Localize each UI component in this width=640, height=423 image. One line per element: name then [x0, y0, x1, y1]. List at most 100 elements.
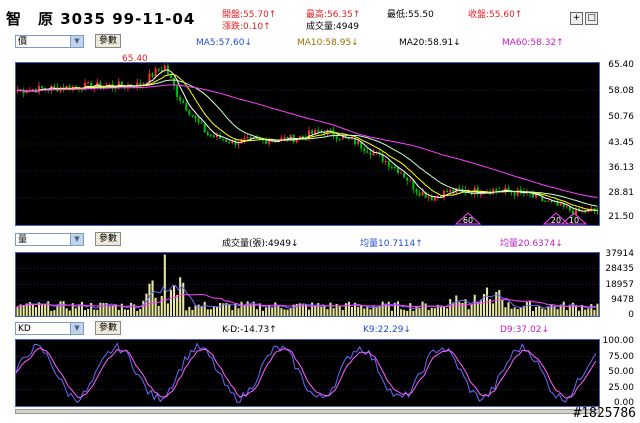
- volume-bar: [28, 301, 31, 316]
- volume-bar: [136, 310, 139, 316]
- kd-line: [16, 342, 597, 404]
- candle-body: [357, 141, 360, 145]
- indicator-select[interactable]: KD ▼: [15, 322, 84, 335]
- kd-axis-label: 75.00: [608, 352, 634, 362]
- restore-icon[interactable]: □: [585, 12, 598, 25]
- candle-body: [323, 131, 326, 134]
- volume-bar: [562, 301, 565, 316]
- candle-body: [84, 82, 87, 91]
- kd-line: [16, 347, 597, 399]
- volume-axis-label: 9478: [611, 295, 634, 305]
- volume-bar: [335, 303, 338, 316]
- volume-bar: [191, 309, 194, 316]
- volume-bar: [114, 304, 117, 316]
- candle-body: [295, 138, 298, 143]
- chart-scrollbar[interactable]: [15, 409, 600, 414]
- volume-bar: [400, 309, 403, 316]
- volume-bar: [596, 303, 599, 316]
- volume-bar: [237, 308, 240, 316]
- volume-bar: [194, 305, 197, 316]
- volume-bar: [531, 310, 535, 316]
- volume-bar: [84, 310, 87, 316]
- candle-body: [246, 137, 249, 139]
- volume-axis-label: 18957: [605, 280, 634, 290]
- volume-bar: [473, 294, 476, 316]
- price-chart: 60 20 10: [15, 62, 600, 226]
- candle-body: [571, 210, 574, 215]
- volume-bar: [519, 307, 522, 316]
- candle-body: [452, 189, 455, 193]
- stock-title: 智 原 3035 99-11-04: [6, 10, 196, 28]
- volume-bar: [538, 305, 541, 316]
- candle-body: [350, 137, 353, 139]
- volume-bar: [424, 303, 427, 316]
- period-marker-icon: [560, 212, 588, 225]
- volume-bar: [458, 302, 461, 316]
- period-marker-label: 20: [551, 216, 561, 225]
- volume-bar: [525, 301, 528, 316]
- price-type-select[interactable]: 價 ▼: [15, 35, 84, 48]
- volume-bar: [584, 309, 587, 316]
- volume-bar: [501, 299, 504, 316]
- candle-body: [596, 210, 599, 212]
- kd-param-button[interactable]: 參數: [95, 321, 121, 335]
- candle-body: [148, 73, 151, 84]
- candle-body: [412, 180, 415, 190]
- volume-bar: [215, 306, 219, 316]
- volume-bar: [19, 304, 22, 316]
- candle-body: [215, 134, 218, 137]
- volume-bar: [510, 308, 513, 316]
- volume-bar: [528, 301, 531, 316]
- candle-body: [200, 122, 203, 124]
- kd-chart: [15, 339, 600, 407]
- volume-bar: [323, 305, 326, 316]
- volume-bar: [160, 296, 163, 316]
- volume-average-line: [16, 285, 596, 310]
- price-axis-label: 21.50: [608, 212, 634, 222]
- volume-bar: [372, 306, 375, 316]
- add-icon[interactable]: +: [570, 12, 583, 25]
- volume-bar: [56, 304, 59, 316]
- candle-body: [464, 190, 467, 193]
- candle-body: [415, 189, 418, 193]
- volume-bar: [188, 306, 191, 316]
- volume-bar: [185, 310, 188, 316]
- volume-param-button[interactable]: 參數: [95, 232, 121, 246]
- candle-body: [240, 139, 243, 144]
- volume-bar: [255, 309, 258, 316]
- volume-bar: [436, 304, 439, 316]
- volume-bar: [99, 302, 102, 316]
- candle-body: [268, 141, 271, 144]
- volume-bar: [93, 309, 96, 316]
- candle-body: [409, 180, 412, 182]
- candle-body: [231, 139, 234, 144]
- volume-bar: [154, 297, 157, 316]
- price-param-button[interactable]: 參數: [95, 34, 121, 48]
- candle-body: [304, 136, 307, 139]
- volume-bar: [222, 303, 225, 316]
- candle-body: [421, 191, 424, 196]
- volume-bar: [522, 305, 525, 316]
- avg-volume-1: 均量10.7114↑: [360, 239, 423, 249]
- high-price: 最高:56.35↑: [306, 10, 361, 20]
- volume-bar: [553, 305, 556, 316]
- volume-bar: [396, 301, 400, 316]
- volume-bar: [16, 307, 19, 316]
- volume-bar: [90, 303, 93, 316]
- volume-bar: [403, 309, 406, 316]
- volume-type-select[interactable]: 量 ▼: [15, 233, 84, 246]
- volume-bar: [234, 303, 237, 316]
- candle-body: [38, 85, 41, 93]
- candle-body: [492, 189, 495, 194]
- volume-total: 成交量:4949: [306, 22, 359, 32]
- volume-bar: [314, 305, 317, 316]
- kd-axis-label: 50.00: [608, 367, 634, 377]
- candle-body: [507, 188, 510, 192]
- volume-bar: [535, 306, 538, 316]
- volume-bar: [378, 306, 381, 316]
- volume-bar: [231, 310, 234, 316]
- moving-average-line: [17, 69, 598, 212]
- candle-body: [298, 136, 301, 139]
- volume-bar: [406, 310, 409, 316]
- volume-bar: [108, 306, 111, 316]
